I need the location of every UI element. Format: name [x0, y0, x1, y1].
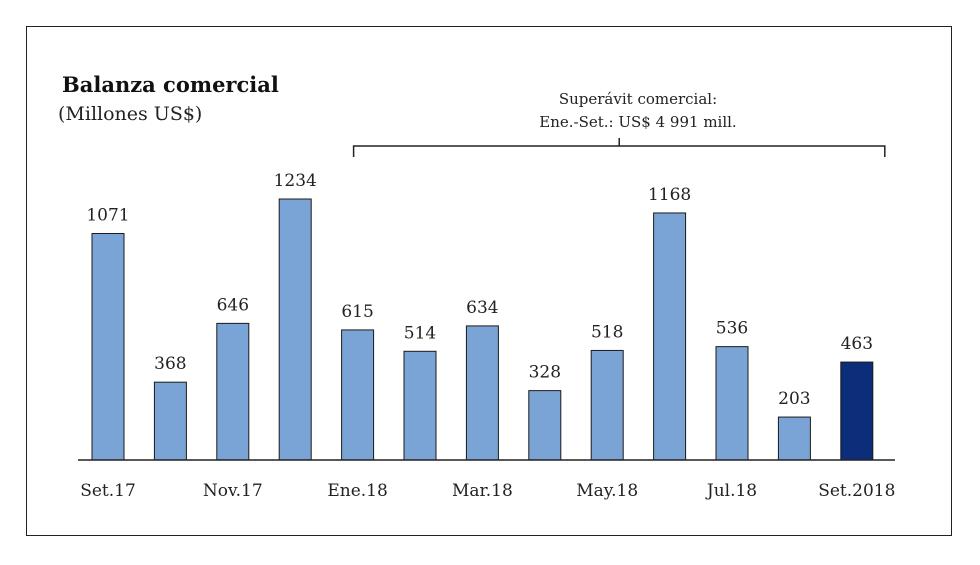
value-label: 646 [217, 295, 249, 315]
bar-abr18 [528, 390, 562, 461]
bar-set2018 [840, 361, 874, 461]
bar-jul18 [715, 346, 749, 461]
bar-may18 [590, 349, 624, 461]
x-tick-label: Nov.17 [203, 481, 263, 501]
x-tick-label: Jul.18 [705, 481, 757, 501]
x-tick-label: Mar.18 [452, 481, 513, 501]
value-label: 536 [716, 319, 748, 339]
value-label: 203 [778, 389, 810, 409]
bar-nov17 [216, 322, 250, 461]
value-label: 1071 [86, 205, 129, 225]
value-label: 1168 [648, 185, 691, 205]
value-label: 463 [841, 334, 873, 354]
x-tick-label: Set.17 [80, 481, 136, 501]
bar-ene18 [341, 329, 375, 461]
bar-dic17 [278, 198, 312, 461]
x-tick-label: Set.2018 [818, 481, 895, 501]
value-label: 328 [529, 363, 561, 383]
bar-set17 [91, 232, 125, 461]
value-label: 514 [404, 323, 436, 343]
bar-oct17 [153, 381, 187, 461]
value-label: 368 [154, 354, 186, 374]
annotation-line-1: Superávit comercial: [559, 90, 717, 108]
value-label: 518 [591, 322, 623, 342]
bar-feb18 [403, 350, 437, 461]
annotation-line-2: Ene.-Set.: US$ 4 991 mill. [539, 113, 736, 131]
value-label: 1234 [274, 171, 317, 191]
bar-mar18 [465, 325, 499, 461]
chart-title: Balanza comercial [62, 72, 279, 97]
chart-subtitle: (Millones US$) [58, 103, 203, 125]
x-tick-label: May.18 [576, 481, 638, 501]
value-label: 615 [341, 302, 373, 322]
bar-jun18 [653, 212, 687, 461]
annotation-bracket [352, 138, 886, 157]
x-tick-label: Ene.18 [327, 481, 387, 501]
bar-ago18 [777, 416, 811, 461]
value-label: 634 [466, 298, 498, 318]
